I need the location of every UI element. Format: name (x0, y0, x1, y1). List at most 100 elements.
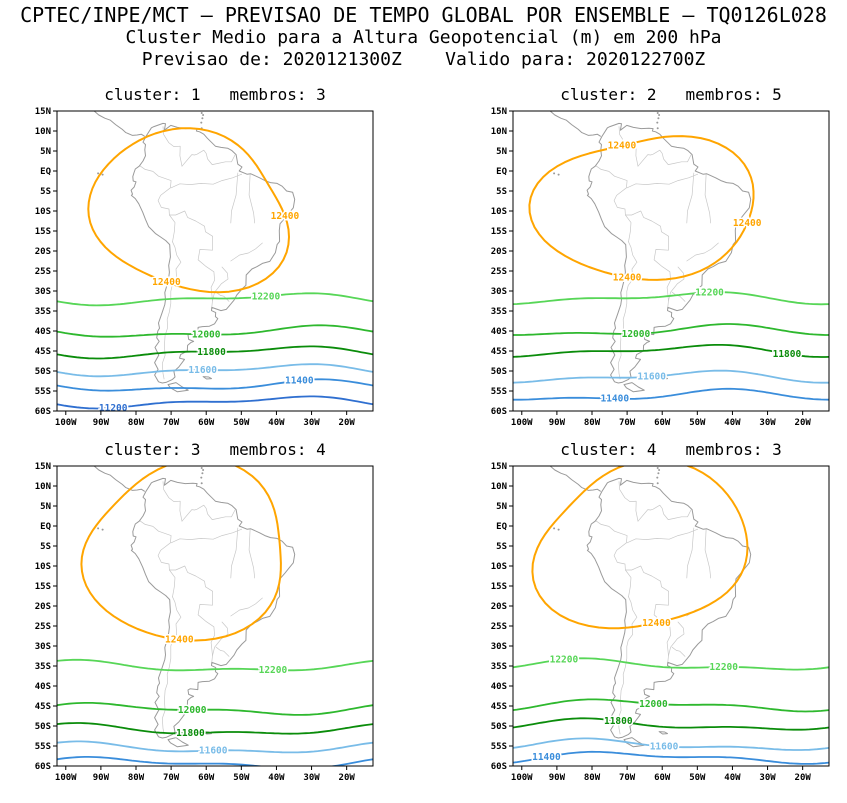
svg-text:30S: 30S (491, 642, 507, 652)
svg-text:11400: 11400 (600, 394, 629, 405)
svg-text:60W: 60W (654, 773, 671, 783)
contour-layer: 12200 12000 11800 11600 11400 11200 12400 12400 (57, 127, 373, 411)
svg-text:5N: 5N (496, 147, 507, 157)
panel-grid: cluster: 1 membros: 3 12200 12000 11800 116… (0, 85, 847, 787)
svg-text:11400: 11400 (285, 376, 314, 387)
svg-text:15S: 15S (35, 227, 51, 237)
svg-text:40W: 40W (724, 418, 741, 428)
cluster-panel-3: cluster: 3 membros: 4 12200 12000 11800 116… (21, 440, 381, 787)
svg-text:80W: 80W (128, 418, 145, 428)
svg-text:40S: 40S (491, 682, 507, 692)
svg-text:EQ: EQ (496, 167, 507, 177)
svg-text:70W: 70W (163, 773, 180, 783)
svg-text:12000: 12000 (622, 329, 651, 340)
svg-text:70W: 70W (619, 418, 636, 428)
svg-text:15N: 15N (491, 462, 507, 472)
svg-text:12400: 12400 (642, 618, 671, 629)
svg-text:12400: 12400 (613, 272, 642, 283)
svg-text:25S: 25S (491, 267, 507, 277)
svg-text:30W: 30W (759, 773, 776, 783)
cluster-map-3: 12200 12000 11800 11600 12400 15N 10N 5N EQ 5S 10S… (35, 462, 374, 783)
svg-text:35S: 35S (491, 307, 507, 317)
svg-text:20W: 20W (339, 773, 356, 783)
panel-heading-3: cluster: 3 membros: 4 (104, 440, 326, 459)
svg-text:25S: 25S (491, 622, 507, 632)
svg-text:15S: 15S (35, 582, 51, 592)
svg-text:11600: 11600 (188, 365, 217, 376)
svg-text:11800: 11800 (604, 716, 633, 727)
svg-text:50W: 50W (689, 418, 706, 428)
svg-text:45S: 45S (491, 702, 507, 712)
svg-text:15S: 15S (491, 582, 507, 592)
svg-text:60S: 60S (35, 407, 51, 417)
cluster-map-1: 12200 12000 11800 11600 11400 11200 12400 12400… (35, 107, 374, 428)
svg-text:70W: 70W (163, 418, 180, 428)
svg-text:30W: 30W (759, 418, 776, 428)
svg-text:90W: 90W (93, 773, 110, 783)
svg-text:50S: 50S (491, 722, 507, 732)
svg-text:25S: 25S (35, 622, 51, 632)
svg-text:55S: 55S (491, 387, 507, 397)
svg-text:12200: 12200 (709, 662, 738, 673)
panel-heading-4: cluster: 4 membros: 3 (560, 440, 782, 459)
contour-layer: 12200 12000 11800 11600 12400 (57, 466, 373, 766)
title-line-2: Cluster Medio para a Altura Geopotencial… (125, 27, 722, 48)
svg-text:55S: 55S (35, 387, 51, 397)
svg-text:12400: 12400 (165, 635, 194, 646)
svg-text:45S: 45S (491, 347, 507, 357)
cluster-map-2: 12200 12000 11800 11600 11400 12400 12400 12400… (491, 107, 830, 428)
svg-text:10S: 10S (35, 207, 51, 217)
svg-text:11800: 11800 (773, 349, 802, 360)
svg-text:40S: 40S (35, 682, 51, 692)
svg-text:60W: 60W (198, 418, 215, 428)
svg-text:30S: 30S (35, 642, 51, 652)
svg-text:12200: 12200 (252, 291, 281, 302)
svg-text:30W: 30W (303, 773, 320, 783)
svg-text:10S: 10S (35, 562, 51, 572)
cluster-panel-4: cluster: 4 membros: 3 12200 12200 12000 118… (477, 440, 837, 787)
svg-text:90W: 90W (549, 773, 566, 783)
svg-text:30S: 30S (491, 287, 507, 297)
title-line-3: Previsao de: 2020121300Z Valido para: 20… (141, 49, 706, 70)
svg-text:11600: 11600 (199, 746, 228, 757)
svg-text:50S: 50S (35, 367, 51, 377)
svg-text:90W: 90W (93, 418, 110, 428)
svg-text:EQ: EQ (40, 522, 51, 532)
svg-text:80W: 80W (584, 418, 601, 428)
cluster-panel-1: cluster: 1 membros: 3 12200 12000 11800 116… (21, 85, 381, 432)
svg-text:35S: 35S (491, 662, 507, 672)
contour-layer: 12200 12200 12000 11800 11600 11400 12400 12400 (513, 461, 829, 765)
svg-text:80W: 80W (584, 773, 601, 783)
svg-text:50W: 50W (689, 773, 706, 783)
svg-text:11800: 11800 (197, 347, 226, 358)
svg-text:50W: 50W (233, 418, 250, 428)
svg-text:12000: 12000 (178, 705, 207, 716)
cluster-map-4: 12200 12200 12000 11800 11600 11400 12400 12400… (491, 461, 830, 783)
svg-text:40S: 40S (35, 327, 51, 337)
svg-text:5S: 5S (40, 187, 51, 197)
svg-text:40W: 40W (268, 773, 285, 783)
svg-text:20W: 20W (339, 418, 356, 428)
svg-text:5N: 5N (40, 502, 51, 512)
svg-text:35S: 35S (35, 662, 51, 672)
svg-text:10S: 10S (491, 207, 507, 217)
svg-text:12400: 12400 (642, 461, 671, 466)
panel-heading-1: cluster: 1 membros: 3 (104, 85, 326, 104)
svg-text:12400: 12400 (271, 211, 300, 222)
svg-text:100W: 100W (55, 418, 77, 428)
svg-text:20W: 20W (795, 773, 812, 783)
svg-text:40S: 40S (491, 327, 507, 337)
svg-text:60W: 60W (198, 773, 215, 783)
svg-text:30S: 30S (35, 287, 51, 297)
svg-text:80W: 80W (128, 773, 145, 783)
svg-text:EQ: EQ (40, 167, 51, 177)
svg-text:60S: 60S (35, 762, 51, 772)
svg-text:100W: 100W (511, 418, 533, 428)
svg-text:12400: 12400 (733, 218, 762, 229)
svg-text:12000: 12000 (639, 699, 668, 710)
svg-text:60S: 60S (491, 762, 507, 772)
svg-text:10N: 10N (35, 482, 51, 492)
svg-text:15N: 15N (491, 107, 507, 117)
svg-text:10N: 10N (491, 127, 507, 137)
svg-text:12200: 12200 (259, 665, 288, 676)
